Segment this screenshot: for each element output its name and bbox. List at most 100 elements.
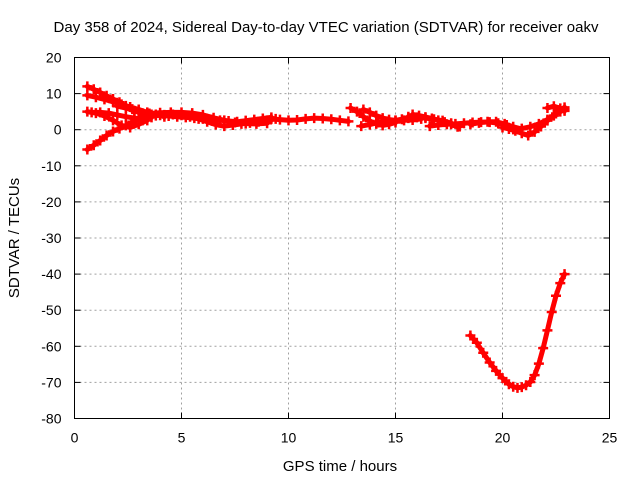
data-point	[403, 111, 414, 122]
data-point	[95, 107, 106, 118]
data-point	[529, 126, 540, 137]
y-tick-label: -20	[41, 194, 61, 210]
data-point	[551, 108, 561, 119]
y-tick-label: -60	[41, 338, 61, 354]
data-point	[358, 104, 369, 115]
data-point	[90, 92, 101, 103]
data-point	[116, 120, 127, 131]
data-point	[473, 117, 484, 128]
data-point	[538, 343, 549, 354]
data-point	[165, 107, 176, 118]
data-point	[283, 115, 294, 126]
data-point	[197, 109, 208, 120]
data-point	[351, 106, 362, 117]
data-point	[208, 112, 219, 123]
data-point	[471, 337, 482, 348]
data-point	[491, 116, 502, 127]
data-point	[133, 113, 144, 124]
data-point	[478, 347, 489, 358]
chart-title: Day 358 of 2024, Sidereal Day-to-day VTE…	[54, 19, 599, 36]
data-point	[529, 370, 540, 381]
data-point	[484, 357, 495, 368]
data-point	[120, 103, 131, 114]
y-tick-label: 0	[54, 122, 62, 138]
data-point	[266, 113, 277, 124]
data-point	[559, 269, 570, 280]
data-point	[548, 101, 559, 112]
data-point	[497, 373, 508, 384]
data-point	[82, 81, 93, 92]
data-series	[82, 81, 570, 393]
axis-ticks: 0 5 10 15 20 25 20 10 0 -10 -20 -30 -40 -50 -60 -70 -80	[41, 50, 617, 446]
data-point	[292, 114, 303, 125]
data-point	[317, 113, 328, 124]
data-point	[300, 113, 311, 124]
data-point	[125, 122, 136, 133]
data-point	[230, 117, 240, 128]
data-point	[108, 115, 119, 126]
data-point	[240, 118, 251, 129]
series-track-8	[144, 107, 273, 129]
x-tick-label: 20	[495, 430, 511, 446]
data-point	[508, 124, 519, 135]
data-point	[82, 90, 93, 101]
data-point	[542, 325, 553, 336]
x-tick-label: 10	[281, 430, 297, 446]
y-tick-label: 10	[46, 86, 62, 102]
y-tick-label: -70	[41, 374, 61, 390]
x-axis-label: GPS time / hours	[283, 458, 397, 475]
data-point	[210, 119, 221, 130]
data-point	[542, 103, 553, 114]
data-point	[465, 330, 476, 341]
data-point	[82, 144, 93, 155]
data-point	[497, 122, 508, 133]
data-point	[103, 108, 114, 119]
data-point	[309, 113, 320, 124]
data-point	[450, 118, 461, 129]
data-point	[525, 121, 536, 132]
data-point	[411, 112, 422, 123]
x-tick-label: 0	[71, 430, 79, 446]
data-point	[155, 107, 166, 118]
data-point	[99, 94, 110, 105]
y-tick-label: -40	[41, 266, 61, 282]
data-point	[533, 358, 544, 369]
data-point	[373, 117, 384, 128]
data-point	[219, 115, 230, 126]
series-track-20	[465, 269, 570, 393]
data-point	[525, 377, 536, 388]
data-point	[108, 126, 119, 137]
data-point	[441, 119, 452, 130]
data-point	[390, 115, 401, 126]
data-point	[88, 140, 99, 151]
data-point	[343, 116, 354, 127]
data-point	[112, 109, 123, 120]
data-point	[465, 119, 476, 130]
data-point	[371, 110, 382, 121]
data-point	[420, 113, 431, 124]
data-point	[533, 118, 544, 129]
y-tick-label: 20	[46, 50, 62, 66]
x-tick-label: 15	[388, 430, 404, 446]
y-tick-label: -80	[41, 411, 61, 427]
data-point	[364, 119, 375, 130]
y-tick-label: -50	[41, 302, 61, 318]
data-point	[95, 135, 106, 146]
data-point	[433, 120, 444, 131]
data-point	[101, 130, 112, 141]
data-point	[129, 105, 140, 116]
data-point	[542, 114, 553, 125]
data-point	[555, 278, 566, 289]
x-tick-label: 25	[602, 430, 618, 446]
data-point	[364, 107, 375, 118]
data-point	[429, 114, 440, 125]
data-point	[516, 123, 527, 134]
data-point	[381, 116, 392, 127]
data-point	[551, 290, 561, 301]
series-track-19	[542, 101, 570, 116]
data-point	[356, 121, 367, 132]
data-point	[274, 114, 285, 125]
data-point	[176, 107, 187, 118]
y-tick-label: -30	[41, 230, 61, 246]
